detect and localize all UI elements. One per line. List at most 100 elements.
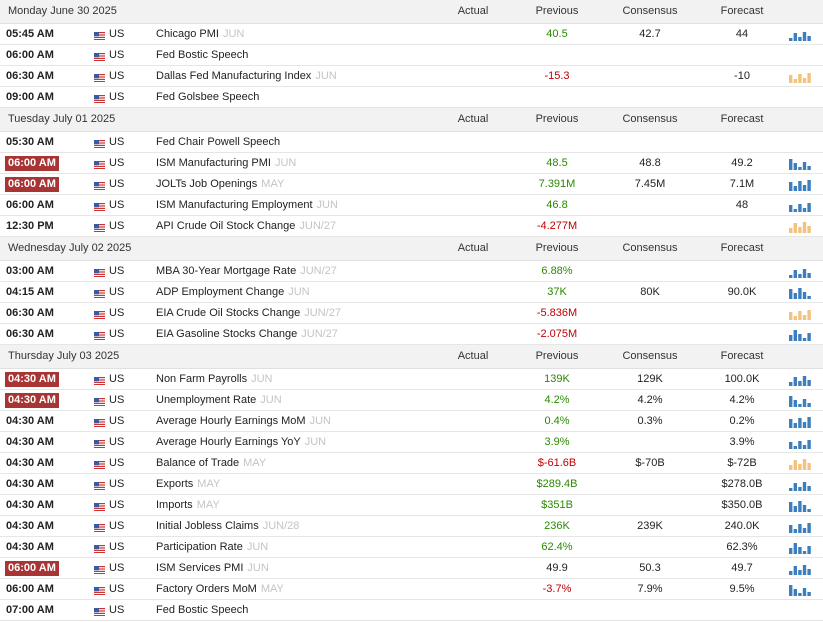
column-header: Actual bbox=[457, 350, 489, 362]
country: US bbox=[109, 157, 125, 169]
previous: 6.88% bbox=[541, 265, 573, 277]
sparkline-icon bbox=[789, 478, 813, 491]
column-header: Consensus bbox=[622, 350, 678, 362]
event-name: JOLTs Job Openings MAY bbox=[156, 178, 285, 190]
consensus: 7.45M bbox=[634, 178, 666, 190]
event-name: Fed Chair Powell Speech bbox=[156, 136, 281, 148]
event-name: Chicago PMI JUN bbox=[156, 28, 245, 40]
flag-icon bbox=[94, 139, 105, 148]
previous: -3.7% bbox=[542, 583, 572, 595]
consensus: 50.3 bbox=[639, 562, 661, 574]
event-row[interactable]: 04:30 AM US Participation Rate JUN 62.4% 62.3… bbox=[0, 537, 823, 558]
event-row[interactable]: 06:00 AM US ISM Services PMI JUN 49.9 50.3 49.… bbox=[0, 558, 823, 579]
time: 04:30 AM bbox=[5, 393, 59, 408]
column-header: Actual bbox=[457, 113, 489, 125]
period: MAY bbox=[197, 478, 221, 490]
day-date: Thursday July 03 2025 bbox=[8, 350, 120, 362]
previous: -15.3 bbox=[544, 70, 570, 82]
sparkline-icon bbox=[789, 541, 813, 554]
country: US bbox=[109, 28, 125, 40]
previous: -4.277M bbox=[536, 220, 578, 232]
event-row[interactable]: 06:30 AM US Dallas Fed Manufacturing Index… bbox=[0, 66, 823, 87]
event-row[interactable]: 03:00 AM US MBA 30-Year Mortgage Rate JUN/2… bbox=[0, 261, 823, 282]
period: MAY bbox=[261, 178, 285, 190]
time: 05:45 AM bbox=[6, 28, 54, 40]
country: US bbox=[109, 604, 125, 616]
event-row[interactable]: 06:00 AM US Fed Bostic Speech bbox=[0, 45, 823, 66]
country: US bbox=[109, 286, 125, 298]
event-row[interactable]: 04:30 AM US Average Hourly Earnings MoM JUN… bbox=[0, 411, 823, 432]
day-date: Monday June 30 2025 bbox=[8, 5, 117, 17]
sparkline-icon bbox=[789, 178, 813, 191]
period: JUN bbox=[309, 415, 331, 427]
event-row[interactable]: 04:30 AM US Balance of Trade MAY $-61.6B $-70… bbox=[0, 453, 823, 474]
country: US bbox=[109, 49, 125, 61]
consensus: 7.9% bbox=[637, 583, 663, 595]
event-name: ISM Manufacturing PMI JUN bbox=[156, 157, 297, 169]
event-row[interactable]: 04:30 AM US Non Farm Payrolls JUN 139K 129K 10… bbox=[0, 369, 823, 390]
event-name: Imports MAY bbox=[156, 499, 220, 511]
forecast: -10 bbox=[734, 70, 750, 82]
event-name: EIA Crude Oil Stocks Change JUN/27 bbox=[156, 307, 341, 319]
sparkline-icon bbox=[789, 70, 813, 83]
column-header: Consensus bbox=[622, 113, 678, 125]
event-row[interactable]: 06:30 AM US EIA Gasoline Stocks Change JUN/… bbox=[0, 324, 823, 345]
event-row[interactable]: 06:00 AM US ISM Manufacturing Employment JU… bbox=[0, 195, 823, 216]
event-row[interactable]: 04:30 AM US Average Hourly Earnings YoY JUN… bbox=[0, 432, 823, 453]
event-row[interactable]: 06:00 AM US Factory Orders MoM MAY -3.7% 7.9%… bbox=[0, 579, 823, 600]
column-header: Forecast bbox=[720, 350, 764, 362]
sparkline-icon bbox=[789, 307, 813, 320]
time: 06:00 AM bbox=[5, 177, 59, 192]
country: US bbox=[109, 520, 125, 532]
event-row[interactable]: 06:30 AM US EIA Crude Oil Stocks Change JUN… bbox=[0, 303, 823, 324]
forecast: 240.0K bbox=[724, 520, 760, 532]
event-row[interactable]: 04:30 AM US Unemployment Rate JUN 4.2% 4.2% 4.… bbox=[0, 390, 823, 411]
country: US bbox=[109, 541, 125, 553]
time: 06:00 AM bbox=[6, 199, 54, 211]
event-row[interactable]: 05:30 AM US Fed Chair Powell Speech bbox=[0, 132, 823, 153]
event-row[interactable]: 12:30 PM US API Crude Oil Stock Change JUN/… bbox=[0, 216, 823, 237]
period: JUN/27 bbox=[301, 328, 338, 340]
time: 04:30 AM bbox=[6, 457, 54, 469]
country: US bbox=[109, 136, 125, 148]
previous: 46.8 bbox=[546, 199, 568, 211]
flag-icon bbox=[94, 460, 105, 469]
period: JUN bbox=[316, 199, 338, 211]
country: US bbox=[109, 436, 125, 448]
flag-icon bbox=[94, 94, 105, 103]
event-row[interactable]: 06:00 AM US JOLTs Job Openings MAY 7.391M 7.4… bbox=[0, 174, 823, 195]
event-row[interactable]: 09:00 AM US Fed Golsbee Speech bbox=[0, 87, 823, 108]
event-name: Participation Rate JUN bbox=[156, 541, 269, 553]
country: US bbox=[109, 91, 125, 103]
flag-icon bbox=[94, 268, 105, 277]
previous: 37K bbox=[547, 286, 567, 298]
event-name: ISM Manufacturing Employment JUN bbox=[156, 199, 338, 211]
period: JUN/28 bbox=[262, 520, 300, 532]
country: US bbox=[109, 499, 125, 511]
event-row[interactable]: 07:00 AM US Fed Bostic Speech bbox=[0, 600, 823, 621]
event-name: Average Hourly Earnings MoM JUN bbox=[156, 415, 331, 427]
period: MAY bbox=[243, 457, 267, 469]
event-name: API Crude Oil Stock Change JUN/27 bbox=[156, 220, 337, 232]
event-name: ISM Services PMI JUN bbox=[156, 562, 269, 574]
event-row[interactable]: 04:30 AM US Exports MAY $289.4B $278.0B bbox=[0, 474, 823, 495]
time: 04:15 AM bbox=[6, 286, 54, 298]
flag-icon bbox=[94, 397, 105, 406]
forecast: 100.0K bbox=[724, 373, 760, 385]
previous: $351B bbox=[541, 499, 573, 511]
period: JUN/27 bbox=[299, 220, 337, 232]
previous: 7.391M bbox=[538, 178, 576, 190]
event-row[interactable]: 06:00 AM US ISM Manufacturing PMI JUN 48.5 48… bbox=[0, 153, 823, 174]
event-row[interactable]: 05:45 AM US Chicago PMI JUN 40.5 42.7 44 bbox=[0, 24, 823, 45]
event-row[interactable]: 04:30 AM US Initial Jobless Claims JUN/28 23… bbox=[0, 516, 823, 537]
forecast: 7.1M bbox=[729, 178, 755, 190]
column-header: Consensus bbox=[622, 242, 678, 254]
previous: 40.5 bbox=[546, 28, 568, 40]
event-row[interactable]: 04:15 AM US ADP Employment Change JUN 37K 80K… bbox=[0, 282, 823, 303]
flag-icon bbox=[94, 31, 105, 40]
event-row[interactable]: 04:30 AM US Imports MAY $351B $350.0B bbox=[0, 495, 823, 516]
time: 06:30 AM bbox=[6, 307, 54, 319]
previous: 4.2% bbox=[544, 394, 570, 406]
country: US bbox=[109, 328, 125, 340]
day-header: Wednesday July 02 2025 Actual Previous Cons… bbox=[0, 237, 823, 261]
